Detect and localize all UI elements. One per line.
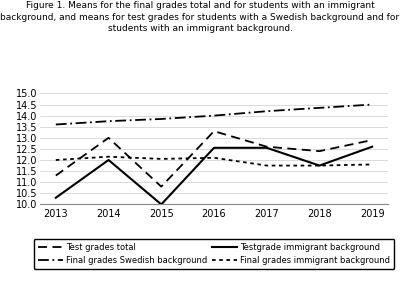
Legend: Test grades total, Final grades Swedish background, Testgrade immigrant backgrou: Test grades total, Final grades Swedish … (34, 239, 394, 269)
Text: Figure 1. Means for the final grades total and for students with an immigrant
ba: Figure 1. Means for the final grades tot… (0, 1, 400, 33)
